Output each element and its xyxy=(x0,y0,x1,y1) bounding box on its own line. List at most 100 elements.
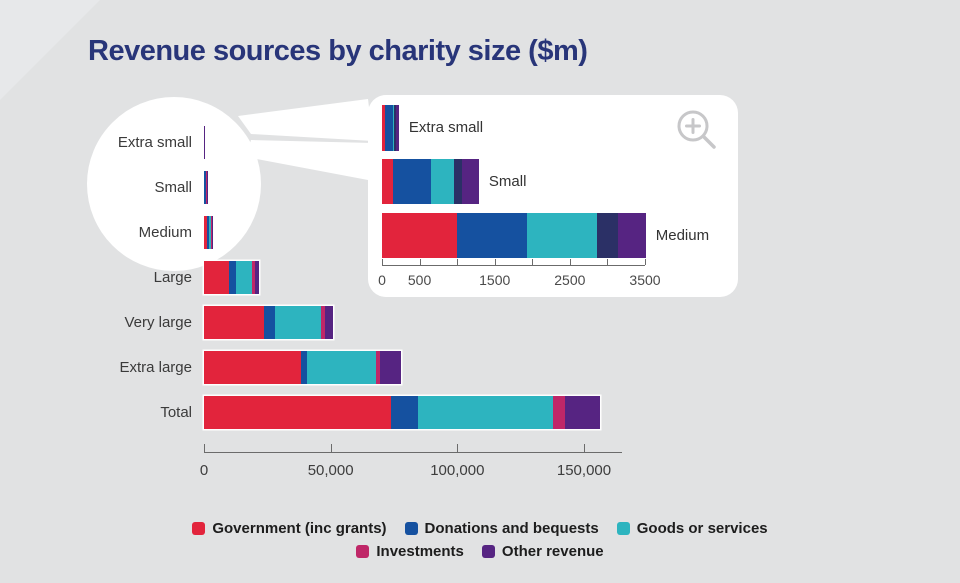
bar-segment xyxy=(453,159,462,204)
bar-segment xyxy=(236,261,253,294)
legend-label: Other revenue xyxy=(501,543,604,560)
bar-segment xyxy=(229,261,237,294)
zoom-in-icon xyxy=(677,110,716,149)
corner-accent-shape xyxy=(0,0,100,100)
bar-segment xyxy=(208,216,212,249)
bar-segment xyxy=(392,159,431,204)
chart-title: Revenue sources by charity size ($m) xyxy=(88,35,588,68)
chart-row: Small xyxy=(0,171,960,204)
callout-beak-bottom xyxy=(246,140,373,180)
inset-axis-tick-label: 2500 xyxy=(554,272,586,288)
inset-axis-tick xyxy=(569,259,571,265)
stacked-bar xyxy=(204,306,333,339)
legend-swatch xyxy=(616,522,630,535)
chart-row: Medium xyxy=(0,216,960,249)
category-label: Very large xyxy=(124,314,192,331)
stacked-bar xyxy=(204,171,208,204)
bar-segment xyxy=(324,306,333,339)
x-axis-tick xyxy=(204,444,205,452)
bar-segment xyxy=(300,351,308,384)
inset-axis-tick xyxy=(382,259,383,265)
magnifier-circle xyxy=(87,97,261,271)
bar-segment xyxy=(384,105,393,151)
inset-axis-tick-label: 3500 xyxy=(629,272,661,288)
stacked-bar xyxy=(204,351,401,384)
callout-beak-top xyxy=(238,99,373,141)
inset-axis-tick-label: 500 xyxy=(407,272,432,288)
bar-segment xyxy=(382,159,393,204)
bar-segment xyxy=(417,396,554,429)
x-axis-tick xyxy=(457,444,459,452)
bar-segment xyxy=(204,216,207,249)
inset-axis-tick xyxy=(607,259,609,265)
bar-segment xyxy=(320,306,325,339)
legend-item: Donations and bequests xyxy=(404,520,599,537)
bar-segment xyxy=(382,213,458,258)
x-axis-tick-label: 100,000 xyxy=(430,462,485,479)
bar-segment xyxy=(462,159,479,204)
bar-segment xyxy=(457,213,527,258)
bar-segment xyxy=(205,171,207,204)
inset-axis-tick xyxy=(532,259,534,265)
inset-stacked-bar xyxy=(382,105,399,151)
inset-axis-tick-label: 0 xyxy=(378,272,386,288)
bar-segment xyxy=(396,105,399,151)
bar-segment xyxy=(526,213,598,258)
bar-segment xyxy=(204,306,265,339)
bar-segment xyxy=(206,171,208,204)
chart-row: Extra large xyxy=(0,351,960,384)
category-label: Extra large xyxy=(119,359,192,376)
chart-legend: Government (inc grants) Donations and beq… xyxy=(0,520,960,560)
bar-segment xyxy=(307,351,376,384)
legend-label: Investments xyxy=(376,543,464,560)
chart-row: Very large xyxy=(0,306,960,339)
x-axis-tick-label: 50,000 xyxy=(307,462,354,479)
legend-label: Goods or services xyxy=(636,520,768,537)
x-axis-line xyxy=(204,452,622,453)
zoom-inset-panel: Extra small Small Medium 0 500 1500 2500 3500 xyxy=(368,95,738,297)
bar-segment xyxy=(255,261,259,294)
bar-segment xyxy=(564,396,600,429)
x-axis-tick xyxy=(330,444,332,452)
bar-segment xyxy=(252,261,256,294)
inset-axis-tick xyxy=(457,259,459,265)
inset-category-label: Extra small xyxy=(408,119,484,136)
bar-segment xyxy=(204,351,301,384)
bar-segment xyxy=(204,396,392,429)
bar-segment xyxy=(553,396,565,429)
category-label: Extra small xyxy=(117,134,192,151)
bar-segment xyxy=(391,396,418,429)
inset-category-label: Small xyxy=(488,172,527,190)
legend-item: Investments xyxy=(356,543,464,560)
bar-segment xyxy=(375,351,381,384)
bar-segment xyxy=(394,105,397,151)
bar-segment xyxy=(274,306,321,339)
inset-axis-tick-label: 1500 xyxy=(479,272,511,288)
bar-segment xyxy=(380,351,401,384)
bar-segment xyxy=(382,105,385,151)
bar-segment xyxy=(211,216,212,249)
bar-segment xyxy=(430,159,454,204)
bar-segment xyxy=(597,213,619,258)
inset-axis-line xyxy=(382,265,645,266)
legend-swatch xyxy=(356,545,370,558)
bar-segment xyxy=(211,216,213,249)
legend-label: Government (inc grants) xyxy=(212,520,387,537)
x-axis-tick-label: 0 xyxy=(199,462,209,479)
bar-segment xyxy=(206,216,209,249)
legend-label: Donations and bequests xyxy=(424,520,599,537)
bar-segment xyxy=(204,261,230,294)
legend-row: Government (inc grants) Donations and beq… xyxy=(192,520,768,537)
inset-stacked-bar xyxy=(382,159,479,204)
x-axis-tick-label: 150,000 xyxy=(556,462,612,479)
category-label: Total xyxy=(160,404,192,421)
inset-stacked-bar xyxy=(382,213,646,258)
bar-segment xyxy=(618,213,646,258)
legend-swatch xyxy=(481,545,495,558)
inset-axis-tick xyxy=(645,259,646,265)
x-axis-tick xyxy=(584,444,585,452)
legend-swatch xyxy=(192,522,206,535)
legend-item: Goods or services xyxy=(616,520,768,537)
